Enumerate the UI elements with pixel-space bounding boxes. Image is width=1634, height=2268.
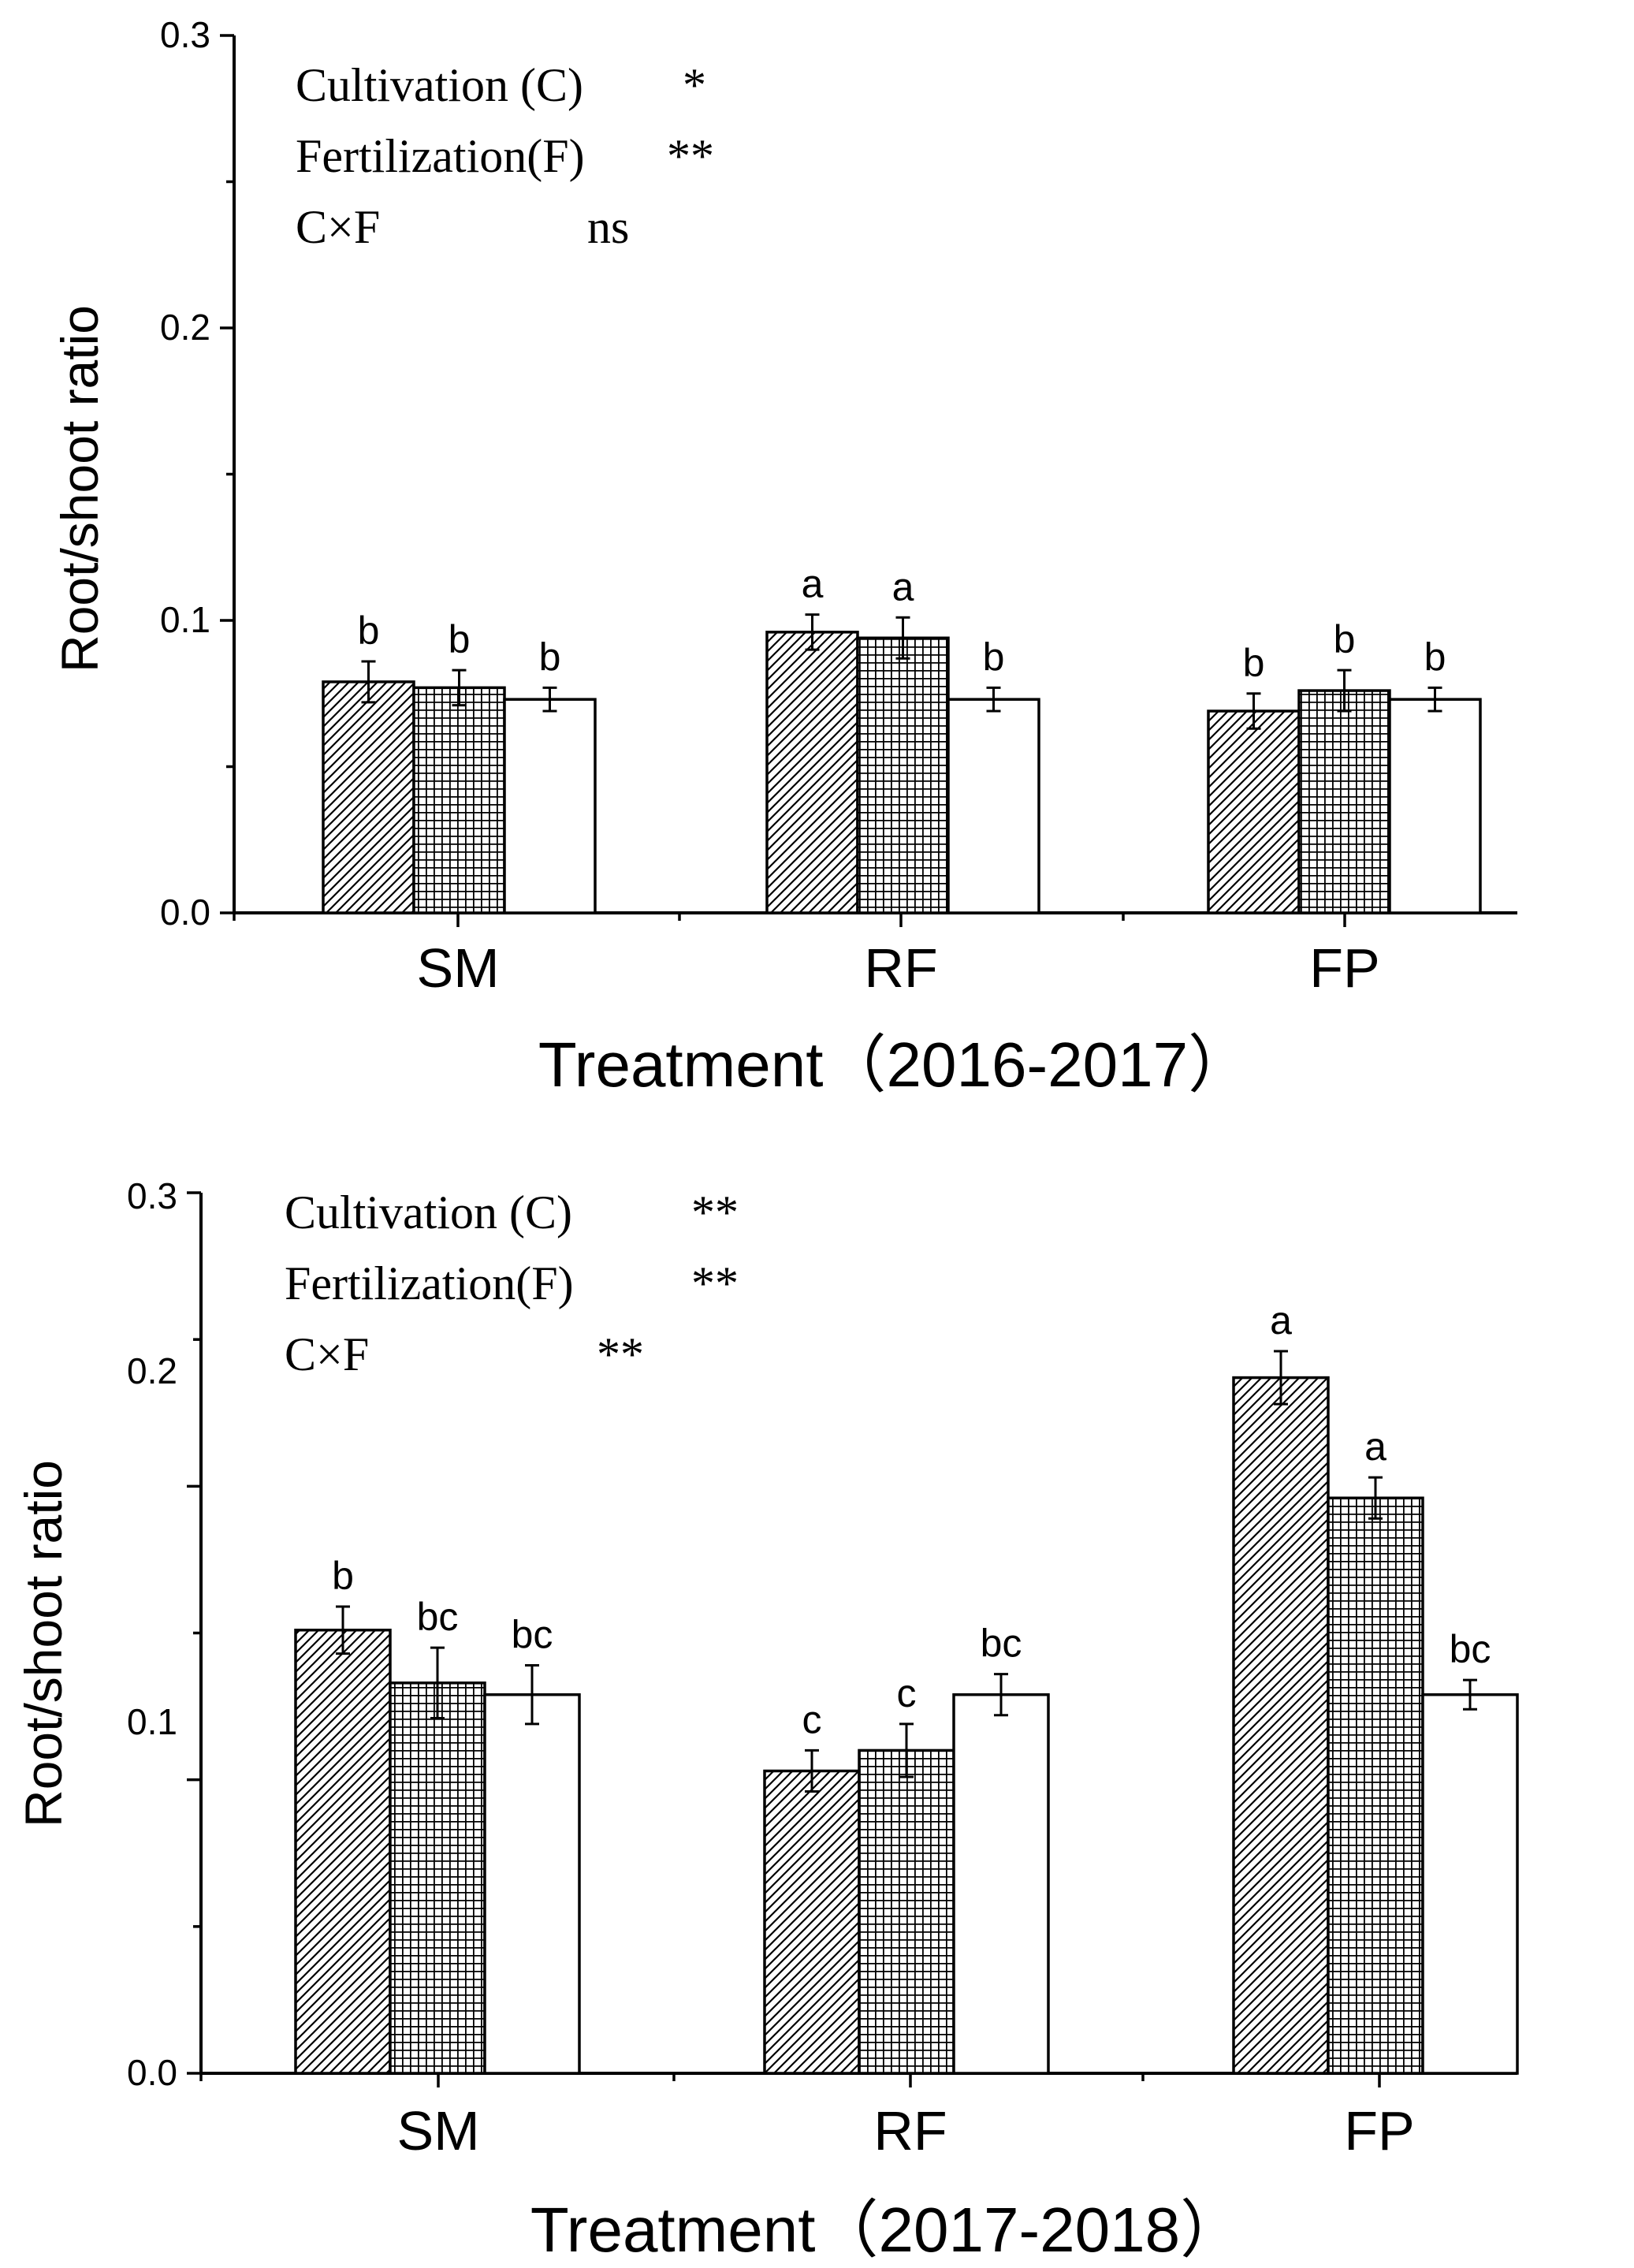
significance-letter: bc (512, 1612, 553, 1656)
y-tick-label: 0.0 (127, 2052, 177, 2093)
category-label-sm: SM (417, 937, 500, 999)
bar-sm-open (483, 1693, 581, 2075)
y-tick-label: 0.3 (127, 1175, 177, 1216)
bar-rf-diagonal-hatch (763, 1769, 861, 2075)
error-bar (805, 613, 820, 651)
significance-letter: a (892, 564, 914, 609)
bar-rf-diagonal-hatch (765, 631, 859, 914)
y-tick-label: 0.3 (160, 14, 210, 55)
category-label-rf: RF (864, 937, 937, 999)
significance-letter: c (897, 1671, 917, 1715)
significance-letter: bc (1450, 1627, 1491, 1671)
significance-letter: b (539, 635, 561, 679)
significance-letter: b (358, 609, 380, 653)
category-label-sm: SM (397, 2100, 480, 2162)
significance-letter: b (332, 1554, 354, 1598)
chart-panel-2016-2017: 0.0 0.1 0.2 0.3 b b b a a b b b b SM RF FP Treat… (50, 14, 1517, 1100)
error-bar (1246, 692, 1261, 730)
bars: b bc bc c c bc a a bc (294, 1298, 1519, 2075)
y-tick-labels: 0.0 0.1 0.2 0.3 (127, 1175, 177, 2093)
significance-letter: a (1270, 1298, 1292, 1343)
bar-sm-grid-hatch (412, 686, 506, 914)
category-label-fp: FP (1344, 2100, 1414, 2162)
significance-letter: b (983, 635, 1005, 679)
error-bar (986, 686, 1001, 713)
bar-fp-open (1388, 698, 1482, 914)
error-bar (1274, 1350, 1288, 1406)
error-bar (361, 660, 376, 704)
x-axis-title: Treatment（2016-2017） (538, 1030, 1251, 1100)
y-tick-label: 0.2 (127, 1350, 177, 1391)
stat-significance: ** (667, 130, 714, 182)
x-axis-title: Treatment（2017-2018） (530, 2195, 1243, 2265)
bar-rf-grid-hatch (858, 1748, 955, 2075)
significance-letter: b (1243, 641, 1265, 685)
significance-letter: bc (417, 1595, 459, 1639)
significance-letter: a (802, 562, 824, 606)
stat-factor: Fertilization(F) (296, 130, 585, 182)
category-labels: SM RF FP (417, 937, 1380, 999)
bar-rf-open (947, 698, 1040, 914)
stat-significance: ** (597, 1328, 644, 1380)
error-bar (525, 1663, 539, 1726)
category-label-fp: FP (1309, 937, 1379, 999)
axis-ticks (187, 1191, 1381, 2087)
stat-factor: Cultivation (C) (285, 1186, 572, 1238)
error-bar (336, 1605, 350, 1655)
error-bar (430, 1646, 445, 1719)
error-bar (1368, 1476, 1383, 1520)
chart-panel-2017-2018: 0.0 0.1 0.2 0.3 b bc bc c c bc a a bc SM RF FP T… (14, 1175, 1519, 2265)
stat-significance: ** (691, 1186, 739, 1238)
stat-factor: C×F (285, 1328, 369, 1380)
y-tick-label: 0.2 (160, 307, 210, 348)
bar-fp-grid-hatch (1297, 689, 1391, 914)
stat-factor: Cultivation (C) (296, 59, 583, 111)
significance-letter: c (802, 1697, 822, 1741)
stat-significance: * (683, 59, 706, 111)
error-bar (1463, 1678, 1477, 1711)
error-bar (1337, 668, 1352, 713)
y-tick-label: 0.1 (127, 1701, 177, 1742)
error-bar (542, 686, 557, 713)
significance-letter: b (1334, 617, 1356, 661)
stat-significance: ** (691, 1257, 739, 1309)
bar-fp-diagonal-hatch (1232, 1376, 1330, 2075)
y-tick-label: 0.0 (160, 892, 210, 933)
error-bar (895, 616, 910, 660)
significance-letter: b (449, 617, 471, 661)
bar-fp-grid-hatch (1327, 1496, 1424, 2075)
stat-significance: ns (587, 201, 629, 253)
error-bar (805, 1748, 819, 1793)
error-bar (994, 1673, 1008, 1717)
y-tick-label: 0.1 (160, 599, 210, 640)
bar-sm-open (503, 698, 597, 914)
axis-ticks (220, 34, 1346, 927)
error-bar (452, 668, 467, 707)
error-bar (1427, 686, 1442, 713)
bar-sm-diagonal-hatch (294, 1629, 392, 2075)
bar-fp-open (1421, 1693, 1519, 2075)
y-tick-labels: 0.0 0.1 0.2 0.3 (160, 14, 210, 933)
significance-letter: b (1424, 635, 1446, 679)
bars: b b b a a b b b b (322, 562, 1482, 914)
significance-letter: a (1364, 1424, 1386, 1469)
stats-legend: Cultivation (C) ** Fertilization(F) ** C… (285, 1186, 739, 1380)
y-axis-title: Root/shoot ratio (50, 305, 109, 672)
bar-rf-grid-hatch (856, 636, 950, 914)
stats-legend: Cultivation (C) * Fertilization(F) ** C×… (296, 59, 714, 253)
stat-factor: Fertilization(F) (285, 1257, 574, 1309)
bar-sm-diagonal-hatch (322, 680, 415, 914)
bar-sm-grid-hatch (389, 1681, 486, 2075)
significance-letter: bc (981, 1622, 1022, 1666)
bar-fp-diagonal-hatch (1207, 709, 1301, 914)
stat-factor: C×F (296, 201, 380, 253)
error-bar (899, 1722, 914, 1778)
category-label-rf: RF (873, 2100, 947, 2162)
category-labels: SM RF FP (397, 2100, 1415, 2162)
y-axis-title: Root/shoot ratio (14, 1460, 73, 1827)
bar-rf-open (952, 1693, 1050, 2075)
